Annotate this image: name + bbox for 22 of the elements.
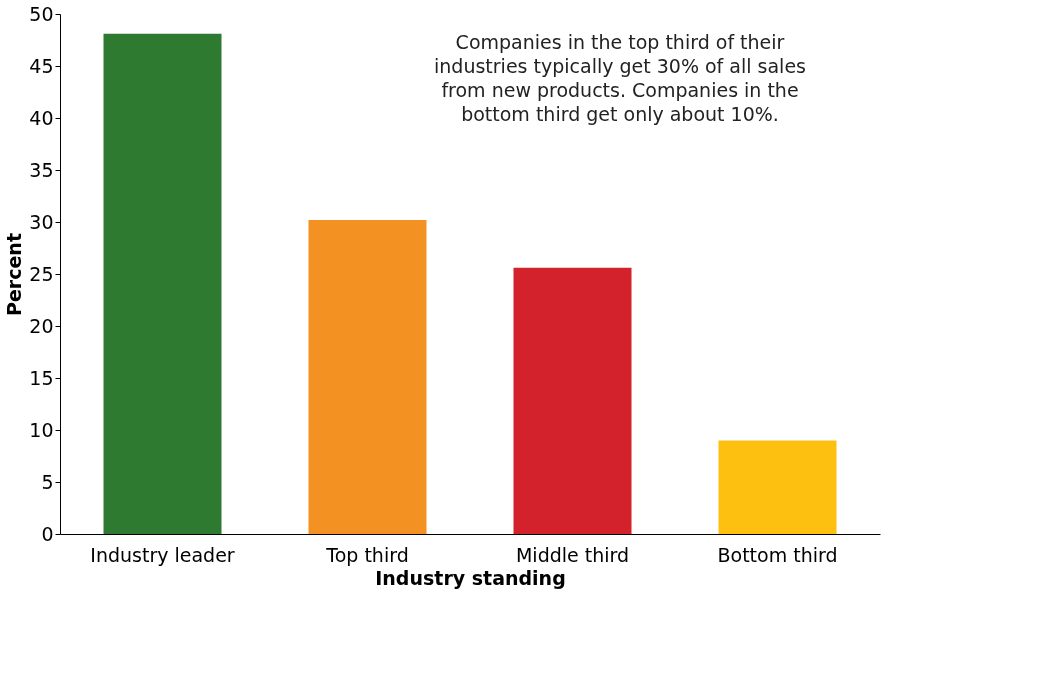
y-tick-label: 30 bbox=[29, 210, 54, 233]
bar bbox=[103, 33, 222, 534]
y-tick-label: 40 bbox=[29, 106, 54, 129]
x-tick-label: Middle third bbox=[515, 543, 630, 566]
bar bbox=[718, 440, 837, 534]
x-axis-title: Industry standing bbox=[375, 566, 566, 589]
y-tick-label: 35 bbox=[29, 158, 54, 181]
y-tick-label: 10 bbox=[29, 418, 54, 441]
x-tick-label: Bottom third bbox=[717, 543, 838, 566]
x-tick-label: Industry leader bbox=[90, 543, 235, 566]
y-tick-label: 50 bbox=[29, 2, 54, 25]
annotation: Companies in the top third of their industries typically get 30% of all sales from new products. Companies in the bottom third get only about 10%. bbox=[434, 31, 806, 125]
y-tick-label: 15 bbox=[29, 366, 54, 389]
y-tick-label: 5 bbox=[41, 470, 54, 493]
y-tick-label: 45 bbox=[29, 54, 54, 77]
y-axis-title: Percent bbox=[3, 233, 26, 316]
x-tick-label: Top third bbox=[325, 543, 409, 566]
bar bbox=[513, 267, 632, 534]
bar bbox=[308, 219, 427, 534]
y-tick-label: 0 bbox=[41, 522, 54, 545]
y-tick-label: 25 bbox=[29, 262, 54, 285]
y-tick-label: 20 bbox=[29, 314, 54, 337]
